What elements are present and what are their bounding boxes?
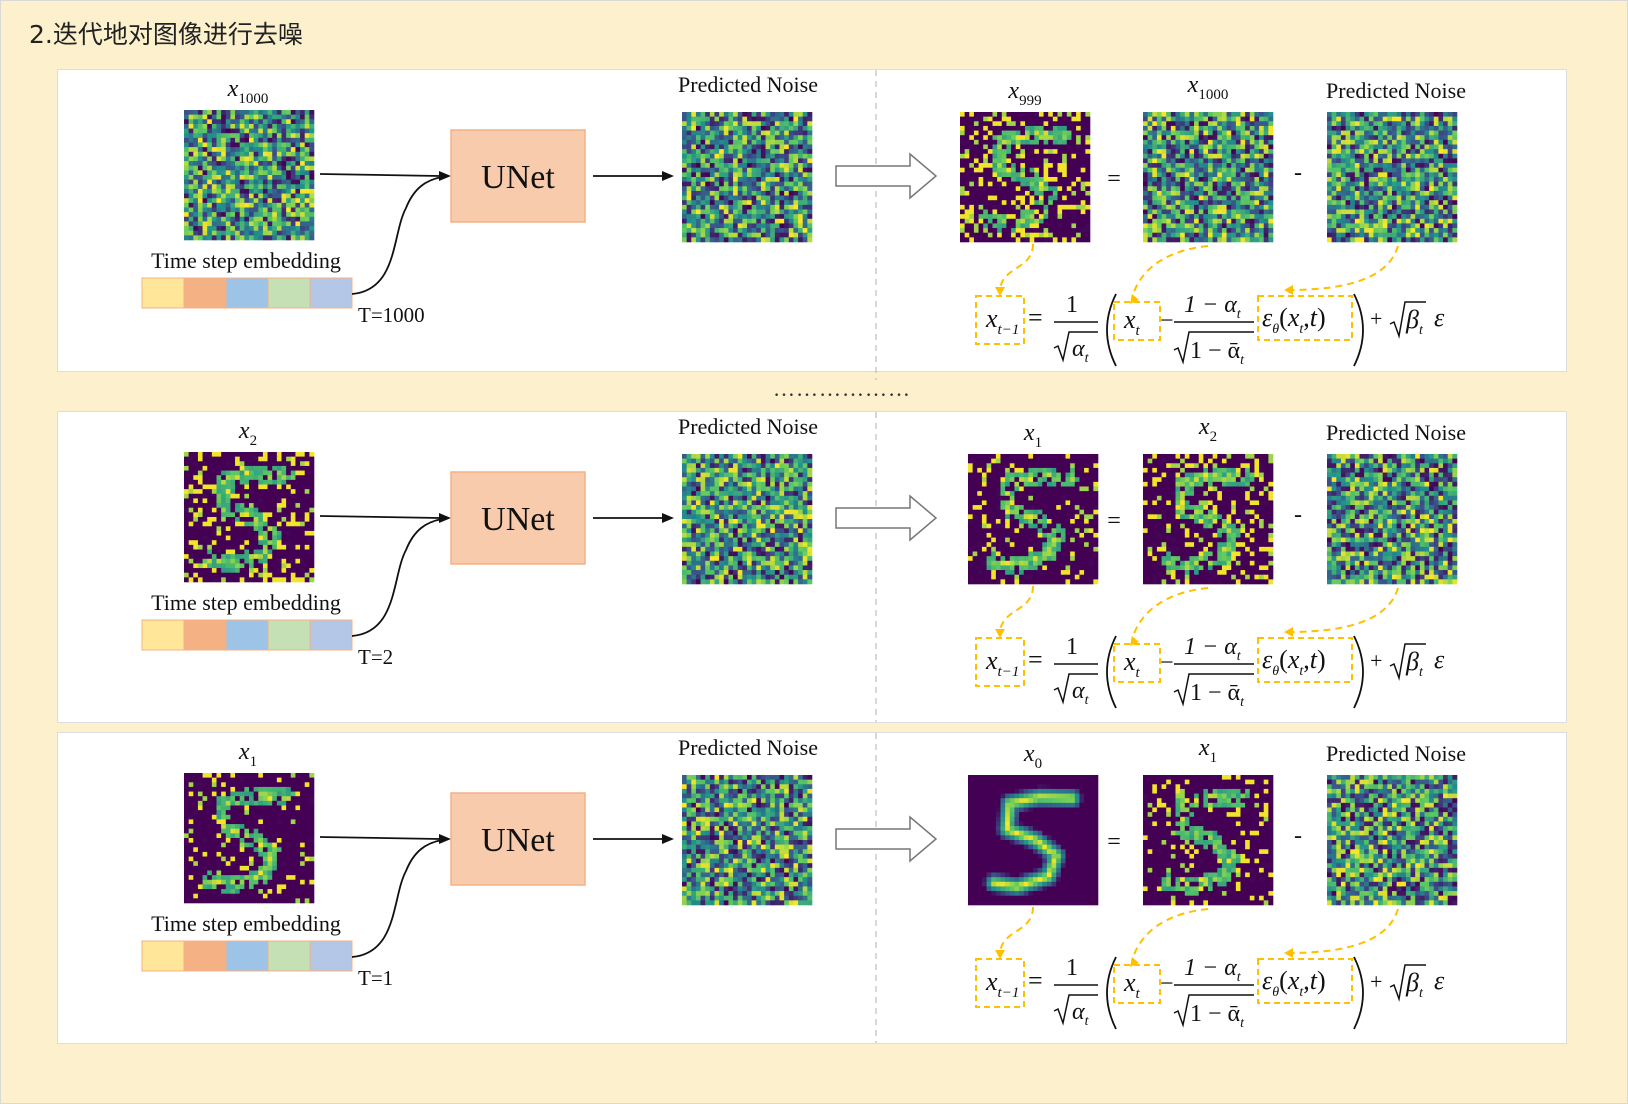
dashed-arrow-icon (995, 243, 1034, 296)
time-step-embedding (141, 619, 353, 651)
input-image (184, 773, 315, 904)
right-arrow-icon (319, 834, 451, 844)
svg-text:βt: βt (1405, 305, 1424, 338)
unet-block: UNet (450, 129, 586, 223)
curved-arrow-icon (351, 176, 443, 295)
dashed-arrow-icon (995, 906, 1034, 959)
right-arrow-icon (593, 513, 674, 523)
predicted-noise-image (1327, 112, 1458, 243)
denoise-step-panel: x1000 Time step embedding T=1000 UNet Predic… (57, 69, 1567, 380)
output-image-label: x999 (1007, 78, 1041, 109)
predicted-noise-image (682, 454, 813, 585)
input-image-label: x1 (238, 739, 257, 770)
previous-image (1143, 112, 1274, 243)
predicted-noise-label: Predicted Noise (1326, 741, 1466, 766)
svg-text:xt−1: xt−1 (985, 304, 1019, 338)
svg-text:1 − αt: 1 − αt (1184, 292, 1242, 322)
denoise-step-panel: x2 Time step embedding T=2 UNet Predicted No… (57, 411, 1567, 723)
equals-sign: = (1107, 829, 1121, 855)
predicted-noise-label: Predicted Noise (678, 414, 818, 439)
predicted-noise-label: Predicted Noise (678, 72, 818, 97)
dashed-arrow-icon (1284, 245, 1399, 295)
right-arrow-icon (319, 513, 451, 523)
svg-text:ε: ε (1434, 303, 1445, 332)
unet-label: UNet (481, 501, 555, 538)
svg-text:1 − ᾱt: 1 − ᾱt (1190, 338, 1245, 368)
svg-text:εθ(xt,t): εθ(xt,t) (1262, 303, 1326, 337)
input-image-label: x2 (238, 418, 257, 449)
panel-drawing: x2 Time step embedding T=2 UNet Predicted No… (141, 412, 1466, 722)
hollow-arrow-icon (835, 815, 938, 863)
svg-text:−: − (1160, 308, 1174, 334)
ellipsis-separator: ……………… (773, 376, 911, 401)
update-formula: xt−1 = 1 αt xt −1 − αt 1 − ᾱt εθ(xt,t) + βt ε (975, 292, 1445, 368)
embedding-label: Time step embedding (151, 590, 341, 615)
predicted-noise-image (1327, 775, 1458, 906)
dashed-arrow-icon (1284, 908, 1399, 958)
right-arrow-icon (319, 171, 451, 181)
unet-label: UNet (481, 822, 555, 859)
hollow-arrow-icon (835, 494, 938, 542)
t-label: T=1000 (358, 303, 425, 327)
predicted-noise-image (1327, 454, 1458, 585)
output-image-label: x1 (1023, 420, 1042, 451)
previous-image-label: x1000 (1187, 72, 1229, 103)
right-arrow-icon (593, 171, 674, 181)
dashed-arrow-icon (995, 585, 1034, 638)
unet-block: UNet (450, 471, 586, 565)
t-label: T=2 (358, 645, 393, 669)
time-step-embedding (141, 940, 353, 972)
equals-sign: = (1107, 166, 1121, 192)
panel-drawing: x1000 Time step embedding T=1000 UNet Predic… (141, 70, 1466, 380)
embedding-label: Time step embedding (151, 248, 341, 273)
previous-image-label: x2 (1198, 414, 1217, 445)
t-label: T=1 (358, 966, 393, 990)
dashed-arrow-icon (1130, 245, 1209, 304)
page-title: 2.迭代地对图像进行去噪 (29, 20, 303, 49)
output-image (960, 112, 1091, 243)
time-step-embedding (141, 277, 353, 309)
dashed-arrow-icon (1130, 908, 1209, 967)
predicted-noise-image (682, 112, 813, 243)
svg-text:=: = (1028, 303, 1043, 332)
denoise-step-panel: x1 Time step embedding T=1 UNet Predicted No… (57, 732, 1567, 1044)
predicted-noise-label: Predicted Noise (1326, 420, 1466, 445)
panel-drawing: x1 Time step embedding T=1 UNet Predicted No… (141, 733, 1466, 1043)
curved-arrow-icon (351, 518, 443, 637)
embedding-label: Time step embedding (151, 911, 341, 936)
predicted-noise-image (682, 775, 813, 906)
input-image (184, 452, 315, 583)
output-image-label: x0 (1023, 741, 1042, 772)
output-image (968, 775, 1099, 906)
previous-image-label: x1 (1198, 735, 1217, 766)
svg-text:xt: xt (1123, 305, 1141, 339)
hollow-arrow-icon (835, 152, 938, 200)
svg-text:+: + (1370, 306, 1382, 331)
input-image (184, 110, 315, 241)
minus-sign: - (1294, 823, 1302, 849)
minus-sign: - (1294, 502, 1302, 528)
dashed-arrow-icon (1284, 587, 1399, 637)
input-image-label: x1000 (227, 76, 269, 107)
equals-sign: = (1107, 508, 1121, 534)
previous-image (1143, 454, 1274, 585)
dashed-arrow-icon (1130, 587, 1209, 646)
predicted-noise-label: Predicted Noise (1326, 78, 1466, 103)
curved-arrow-icon (351, 839, 443, 958)
predicted-noise-label: Predicted Noise (678, 735, 818, 760)
minus-sign: - (1294, 160, 1302, 186)
unet-block: UNet (450, 792, 586, 886)
svg-text:αt: αt (1072, 336, 1090, 366)
unet-label: UNet (481, 159, 555, 196)
output-image (968, 454, 1099, 585)
previous-image (1143, 775, 1274, 906)
svg-text:1: 1 (1066, 292, 1078, 318)
right-arrow-icon (593, 834, 674, 844)
